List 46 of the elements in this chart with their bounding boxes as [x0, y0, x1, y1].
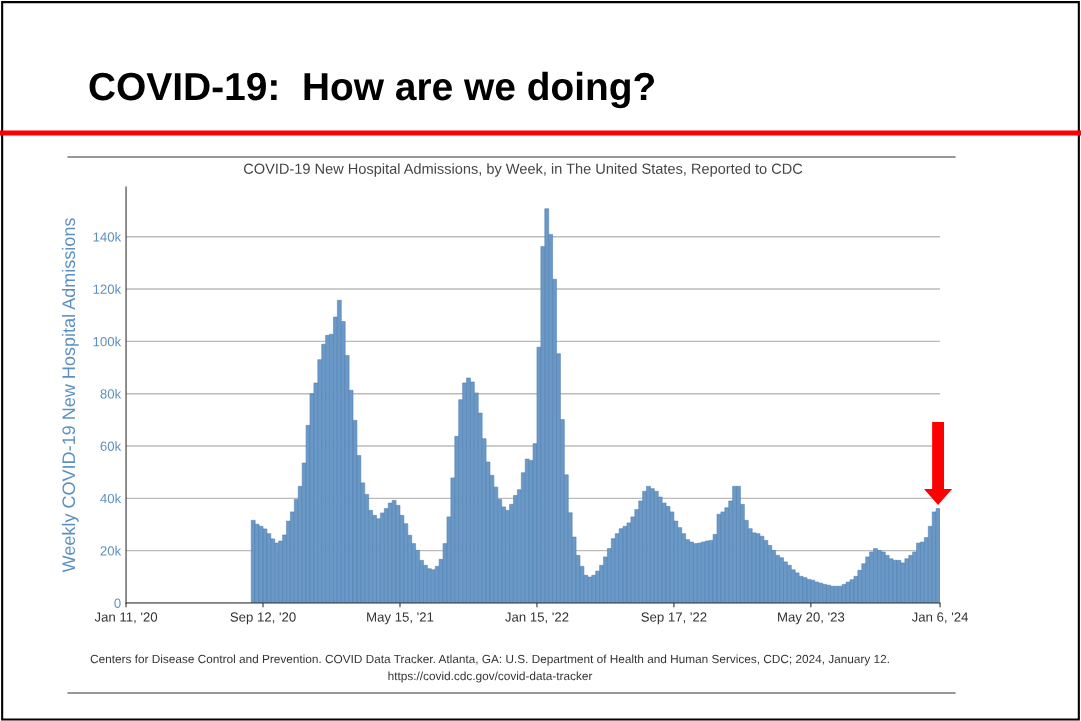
bar [470, 381, 475, 603]
bar [736, 486, 741, 603]
x-tick-label: May 20, '23 [778, 612, 845, 625]
bar [779, 557, 784, 603]
bar [544, 208, 549, 603]
bar [262, 528, 268, 603]
y-tick-label: 140k [93, 231, 122, 242]
bar [791, 569, 796, 603]
x-tick-label: Sep 12, '20 [230, 612, 296, 625]
bar [337, 300, 342, 603]
bar [935, 508, 941, 603]
bar [759, 535, 765, 603]
bar [896, 560, 902, 603]
bar [250, 520, 256, 603]
bar [814, 581, 819, 603]
bar [763, 540, 769, 603]
chart-subtitle: COVID-19 New Hospital Admissions, by Week, in The United States, Reported to CDC [243, 163, 803, 177]
y-tick-label: 20k [100, 545, 122, 556]
bar [802, 577, 808, 603]
bar [783, 561, 788, 603]
x-tick-label: May 15, '21 [367, 612, 434, 625]
y-axis-title: Weekly COVID-19 New Hospital Admissions [61, 218, 79, 573]
bar [654, 490, 659, 603]
bar [818, 582, 823, 603]
bar [787, 565, 792, 603]
bar [755, 533, 761, 603]
text: https://covid.cdc.gov/covid-data-tracker [388, 671, 593, 683]
bar [881, 551, 886, 603]
bar [689, 541, 694, 603]
bar [258, 526, 264, 603]
x-tick-label: Jan 11, '20 [94, 612, 158, 624]
x-tick-label: Jan 6, '24 [911, 612, 969, 624]
y-tick-label: 0 [114, 598, 121, 608]
text: Centers for Disease Control and Prevention. COVID Data Tracker. Atlanta, GA: U.S. Department of Health and Human Services, CDC; 2024, January 12. [90, 654, 889, 666]
y-tick-label: 40k [100, 493, 122, 504]
chart-title: COVID-19: How are we doing? [89, 71, 655, 109]
bar [665, 506, 671, 603]
bar [794, 572, 800, 603]
y-tick-label: 100k [93, 336, 122, 347]
y-tick-label: 120k [93, 284, 122, 294]
y-tick-label: 60k [100, 441, 122, 451]
x-tick-label: Sep 17, '22 [641, 612, 707, 625]
x-tick-label: Jan 15, '22 [505, 612, 569, 624]
bar [466, 377, 471, 603]
bar [650, 488, 655, 603]
y-tick-label: 80k [100, 388, 122, 399]
